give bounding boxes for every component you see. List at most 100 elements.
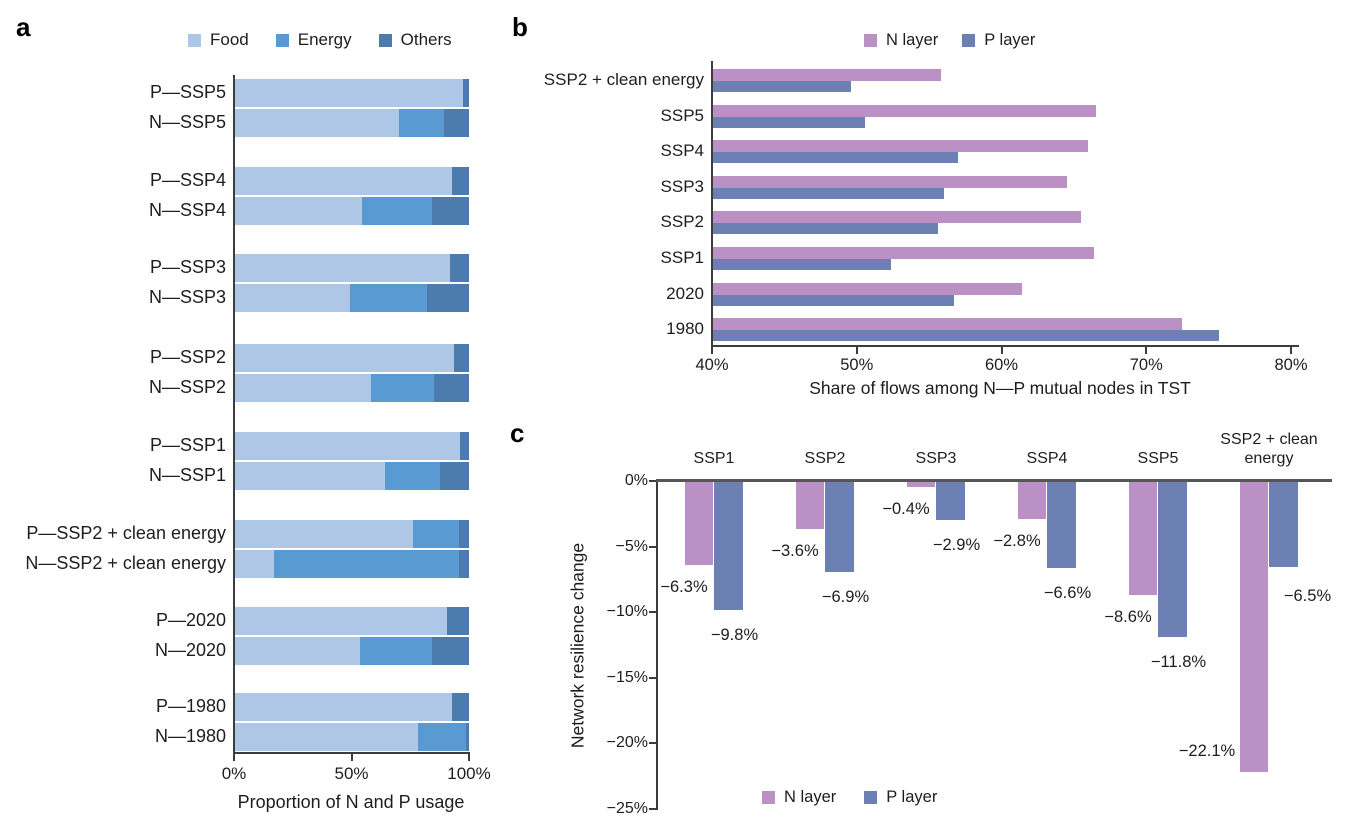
- group-category-label: SSP2: [804, 450, 846, 467]
- bar-category-label: N—SSP5: [148, 112, 226, 132]
- p-layer-bar: [712, 117, 866, 128]
- panel-a-legend-item: Energy: [275, 30, 352, 50]
- stacked-bar-row: [234, 637, 469, 665]
- stacked-bar-row: [234, 284, 469, 312]
- group-category-label: SSP3: [915, 450, 957, 467]
- y-tick-label: −5%: [615, 537, 648, 555]
- legend-label: N layer: [886, 31, 939, 49]
- n-layer-value-label: −22.1%: [1178, 741, 1236, 760]
- n-layer-bar: [712, 105, 1096, 117]
- legend-label: Others: [400, 30, 452, 49]
- panel-a-y-axis: [233, 75, 235, 754]
- y-tick-mark: [649, 742, 656, 744]
- n-layer-bar: [1240, 482, 1268, 772]
- food-swatch: [188, 33, 201, 47]
- x-tick-mark: [1145, 345, 1148, 354]
- others-bar-segment: [444, 109, 469, 137]
- food-bar-segment: [234, 432, 461, 460]
- stacked-bar-row: [234, 254, 469, 282]
- panel-b-y-axis: [711, 61, 713, 346]
- food-bar-segment: [234, 693, 453, 721]
- bar-category-label: P—SSP2 + clean energy: [26, 523, 226, 543]
- bar-category-label: P—SSP4: [149, 170, 226, 190]
- y-tick-label: −20%: [606, 734, 648, 751]
- energy-bar-segment: [371, 374, 435, 402]
- bar-category-label: SSP3: [660, 177, 704, 196]
- bar-category-label: SSP2: [660, 212, 704, 231]
- panel-a-legend: Food Energy Others: [188, 30, 452, 50]
- others-bar-segment: [451, 167, 469, 195]
- bar-category-label: SSP4: [660, 141, 704, 160]
- y-tick-label: −25%: [606, 799, 648, 817]
- x-tick-label: 0%: [221, 764, 247, 783]
- food-bar-segment: [234, 254, 450, 282]
- panel-c-yaxis-title: Network resilience change: [567, 542, 588, 749]
- x-tick-label: 100%: [447, 764, 491, 783]
- energy-swatch: [275, 33, 289, 47]
- x-tick-mark: [468, 752, 470, 761]
- panel-b-legend-item: N layer: [864, 31, 938, 50]
- y-tick-mark: [649, 480, 656, 482]
- legend-label: N layer: [784, 788, 837, 806]
- food-bar-segment: [234, 167, 452, 195]
- p-layer-swatch: [962, 34, 976, 47]
- p-layer-bar: [714, 482, 743, 611]
- y-tick-label: −15%: [606, 668, 648, 686]
- stacked-bar-row: [234, 432, 469, 460]
- n-layer-bar: [1018, 482, 1046, 519]
- p-layer-value-label: −6.9%: [821, 588, 870, 607]
- panel-c-y-axis: [656, 481, 658, 810]
- panel-a-legend-item: Others: [378, 30, 452, 50]
- n-layer-swatch: [864, 34, 877, 47]
- energy-bar-segment: [360, 637, 432, 665]
- n-layer-bar: [712, 176, 1067, 188]
- bar-category-label: SSP5: [660, 106, 704, 125]
- panel-c-legend-item: P layer: [864, 788, 937, 807]
- n-layer-bar: [712, 318, 1183, 330]
- bar-category-label: N—2020: [154, 640, 226, 660]
- energy-bar-segment: [273, 550, 460, 578]
- x-tick-label: 80%: [1274, 356, 1308, 374]
- n-layer-bar: [685, 482, 713, 565]
- legend-label: P layer: [984, 31, 1036, 49]
- bar-category-label: P—SSP1: [149, 435, 226, 455]
- others-bar-segment: [459, 550, 469, 578]
- n-layer-value-label: −6.3%: [660, 577, 708, 596]
- stacked-bar-row: [234, 79, 469, 107]
- x-tick-mark: [233, 752, 235, 761]
- bar-category-label: N—SSP1: [148, 465, 226, 485]
- food-bar-segment: [234, 723, 419, 751]
- p-layer-bar: [936, 482, 965, 520]
- p-layer-bar: [712, 259, 892, 270]
- energy-bar-segment: [349, 284, 427, 312]
- n-layer-bar: [712, 69, 941, 81]
- panel-a-letter: a: [16, 12, 31, 42]
- food-bar-segment: [234, 284, 350, 312]
- n-layer-bar: [712, 211, 1082, 223]
- food-bar-segment: [234, 520, 413, 548]
- p-layer-bar: [825, 482, 854, 573]
- others-bar-segment: [426, 284, 469, 312]
- panel-b-legend: N layer P layer: [864, 31, 1035, 50]
- energy-bar-segment: [399, 109, 445, 137]
- panel-c-zero-line: [656, 479, 1332, 482]
- n-layer-bar: [712, 247, 1095, 259]
- food-bar-segment: [234, 197, 363, 225]
- others-bar-segment: [459, 520, 469, 548]
- others-bar-segment: [449, 254, 469, 282]
- x-tick-mark: [1000, 345, 1003, 354]
- bar-category-label: 1980: [666, 319, 704, 338]
- panel-b-xaxis-title: Share of flows among N—P mutual nodes in…: [809, 378, 1191, 398]
- stacked-bar-row: [234, 723, 469, 751]
- x-tick-mark: [1290, 345, 1292, 354]
- p-layer-bar: [712, 330, 1219, 341]
- n-layer-value-label: −0.4%: [882, 500, 930, 519]
- x-tick-label: 50%: [840, 356, 874, 374]
- p-layer-bar: [712, 152, 959, 163]
- panel-a-xaxis-title: Proportion of N and P usage: [237, 792, 465, 812]
- panel-b-legend-item: P layer: [962, 31, 1035, 50]
- others-bar-segment: [446, 607, 469, 635]
- bar-category-label: N—SSP3: [148, 287, 226, 307]
- panel-c-legend: N layer P layer: [762, 788, 937, 807]
- others-bar-segment: [460, 432, 469, 460]
